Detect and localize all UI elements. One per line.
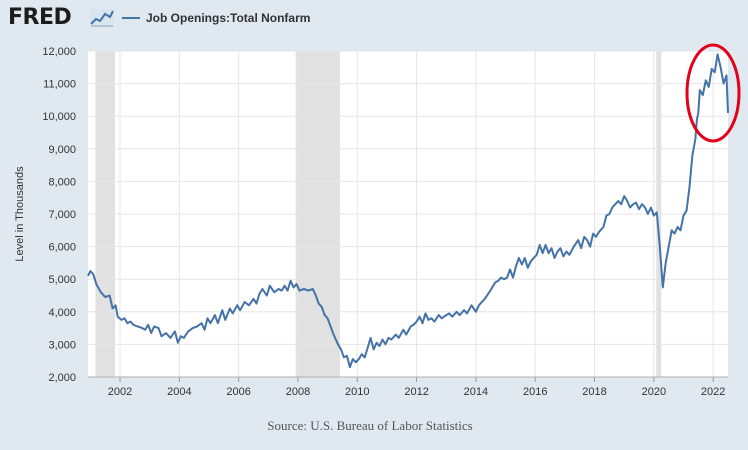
y-tick-label: 8,000 — [48, 176, 76, 188]
x-tick-label: 2020 — [642, 386, 666, 398]
y-axis-ticks: 2,000 3,000 4,000 5,000 6,000 7,000 8,000 9,000… — [42, 46, 76, 384]
legend: Job Openings:Total Nonfarm — [122, 11, 310, 25]
x-axis-ticks: 2002 2004 2006 2008 2010 2012 2014 2016 2018 2020… — [88, 376, 728, 398]
y-tick-label: 11,000 — [43, 79, 76, 91]
x-tick-label: 2022 — [701, 386, 725, 398]
y-axis-title: Level in Thousands — [14, 166, 26, 262]
source-note: Source: U.S. Bureau of Labor Statistics — [267, 418, 473, 433]
line-chart: 2,000 3,000 4,000 5,000 6,000 7,000 8,000 9,000… — [14, 43, 741, 398]
series-line — [87, 53, 729, 369]
x-tick-label: 2006 — [226, 386, 250, 398]
y-tick-label: 10,000 — [42, 111, 76, 123]
x-tick-label: 2018 — [582, 386, 606, 398]
highlight-circle-annotation — [685, 43, 741, 143]
x-tick-label: 2016 — [523, 386, 547, 398]
x-tick-label: 2008 — [286, 386, 310, 398]
x-tick-label: 2010 — [345, 386, 369, 398]
y-tick-label: 12,000 — [42, 46, 76, 58]
y-tick-label: 7,000 — [48, 209, 76, 221]
y-tick-label: 3,000 — [48, 339, 76, 351]
legend-label: Job Openings:Total Nonfarm — [146, 11, 311, 25]
x-tick-label: 2014 — [464, 386, 488, 398]
y-tick-label: 6,000 — [48, 242, 76, 254]
x-tick-label: 2004 — [167, 386, 191, 398]
legend-line-swatch — [122, 17, 140, 19]
y-tick-label: 2,000 — [48, 372, 76, 384]
y-tick-label: 9,000 — [48, 144, 76, 156]
trend-graph-icon — [90, 9, 114, 27]
y-tick-label: 5,000 — [48, 274, 76, 286]
header: FRED Job Openings:Total Nonfarm — [0, 0, 748, 40]
y-tick-label: 4,000 — [48, 307, 76, 319]
x-tick-label: 2002 — [108, 386, 132, 398]
fred-logo[interactable]: FRED — [8, 5, 72, 30]
x-tick-label: 2012 — [404, 386, 428, 398]
series-layer — [87, 53, 729, 369]
